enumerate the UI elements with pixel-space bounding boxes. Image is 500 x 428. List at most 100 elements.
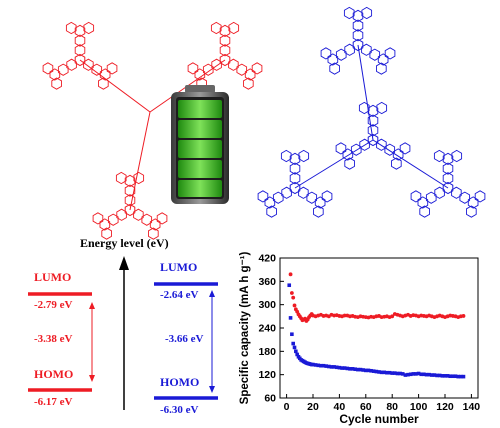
blue-series-point (369, 368, 373, 373)
blue-series-point (321, 363, 326, 368)
blue-series-point (350, 367, 355, 371)
blue-series-point (461, 374, 466, 379)
blue-series-point (385, 370, 389, 375)
x-tick-label: 140 (463, 401, 481, 413)
blue-series-point (295, 352, 299, 357)
blue-series-point (459, 374, 463, 379)
capacity-chart: 60 120 180 240 300 360 420 0 20 40 60 80 100 120 140 Cy… (239, 252, 480, 426)
blue-series-point (377, 370, 381, 374)
blue-series-point (445, 374, 450, 378)
right-gap-arrowhead-down (209, 386, 215, 393)
blue-series-point (443, 374, 447, 378)
blue-series-point (456, 374, 460, 379)
blue-series-point (358, 367, 363, 372)
right-gap-value: -3.66 eV (165, 333, 204, 345)
blue-series-point (290, 332, 294, 337)
blue-series-point (291, 341, 295, 346)
blue-series-point (387, 370, 392, 375)
blue-series-point (393, 371, 397, 375)
blue-series-point (292, 345, 297, 350)
blue-series-point (400, 372, 405, 376)
red-series-point (289, 291, 294, 295)
red-tristar-molecule-icon (42, 21, 263, 240)
blue-series-point (327, 364, 331, 369)
blue-series-point (287, 283, 292, 288)
energy-level-title: Energy level (eV) (80, 236, 169, 250)
left-gap-arrowhead-down (89, 375, 95, 382)
energy-diagram (28, 256, 218, 410)
blue-series-point (288, 316, 293, 320)
red-series-point (288, 272, 293, 277)
x-tick-label: 100 (410, 401, 428, 413)
blue-series-point (451, 374, 455, 379)
blue-series-point (371, 369, 376, 373)
blue-series-point (311, 362, 315, 367)
blue-series-point (411, 372, 416, 376)
y-tick-label: 300 (258, 299, 276, 311)
blue-series-point (422, 372, 426, 377)
blue-series-point (337, 365, 342, 370)
blue-series-point (348, 367, 352, 371)
x-tick-label: 0 (284, 401, 290, 413)
y-tick-label: 180 (258, 346, 276, 358)
left-lumo-value: -2.79 eV (34, 299, 73, 311)
left-lumo-label: LUMO (34, 270, 72, 284)
right-gap-arrowhead-up (209, 290, 215, 297)
blue-series-point (440, 374, 445, 378)
blue-series-point (379, 370, 384, 375)
blue-series-point (324, 364, 328, 368)
left-homo-label: HOMO (34, 367, 74, 381)
right-lumo-label: LUMO (160, 260, 198, 274)
y-tick-label: 360 (258, 276, 276, 288)
blue-series-point (356, 367, 360, 372)
blue-series-point (403, 373, 408, 377)
blue-series-point (430, 373, 434, 377)
blue-series-point (408, 372, 413, 377)
right-homo-value: -6.30 eV (160, 404, 199, 416)
blue-series-point (361, 368, 365, 372)
energy-axis-arrowhead (119, 256, 129, 270)
red-series-point (461, 314, 466, 318)
x-tick-label: 40 (334, 401, 346, 413)
red-series-point (292, 303, 297, 308)
blue-series-point (416, 371, 421, 376)
blue-series-point (390, 371, 394, 375)
left-homo-value: -6.17 eV (34, 396, 73, 408)
blue-series-point (448, 374, 453, 379)
blue-series-point (419, 372, 424, 377)
left-gap-arrowhead-up (89, 302, 95, 309)
blue-series-point (437, 373, 442, 378)
blue-series-point (364, 368, 368, 373)
blue-series-point (334, 365, 339, 370)
red-series-point (291, 295, 296, 300)
y-tick-label: 420 (258, 253, 276, 265)
blue-series-point (294, 349, 298, 354)
left-gap-value: -3.38 eV (34, 333, 73, 345)
x-tick-label: 80 (386, 401, 398, 413)
blue-series-point (406, 372, 410, 377)
battery-icon (171, 85, 229, 204)
blue-series-point (398, 371, 402, 376)
x-tick-label: 120 (436, 401, 454, 413)
y-tick-label: 240 (258, 323, 276, 335)
blue-series-point (432, 373, 437, 377)
y-tick-label: 120 (258, 369, 276, 381)
x-tick-label: 20 (307, 401, 319, 413)
x-tick-label: 60 (360, 401, 372, 413)
blue-series-point (353, 367, 358, 372)
blue-series-point (345, 366, 350, 371)
blue-series-point (366, 368, 371, 373)
blue-series-point (382, 370, 387, 375)
blue-series-point (329, 365, 334, 369)
x-axis-label: Cycle number (339, 412, 419, 426)
blue-series-point (453, 374, 458, 379)
blue-tristar-molecule-icon (257, 6, 486, 218)
y-axis-label: Specific capacity (mA h g⁻¹) (239, 252, 251, 405)
red-series-point (390, 314, 395, 319)
right-homo-label: HOMO (160, 375, 200, 389)
blue-series-point (342, 366, 347, 370)
blue-series-point (319, 363, 323, 368)
blue-series-point (427, 372, 431, 377)
blue-series-point (374, 369, 379, 374)
blue-series-point (340, 366, 344, 370)
